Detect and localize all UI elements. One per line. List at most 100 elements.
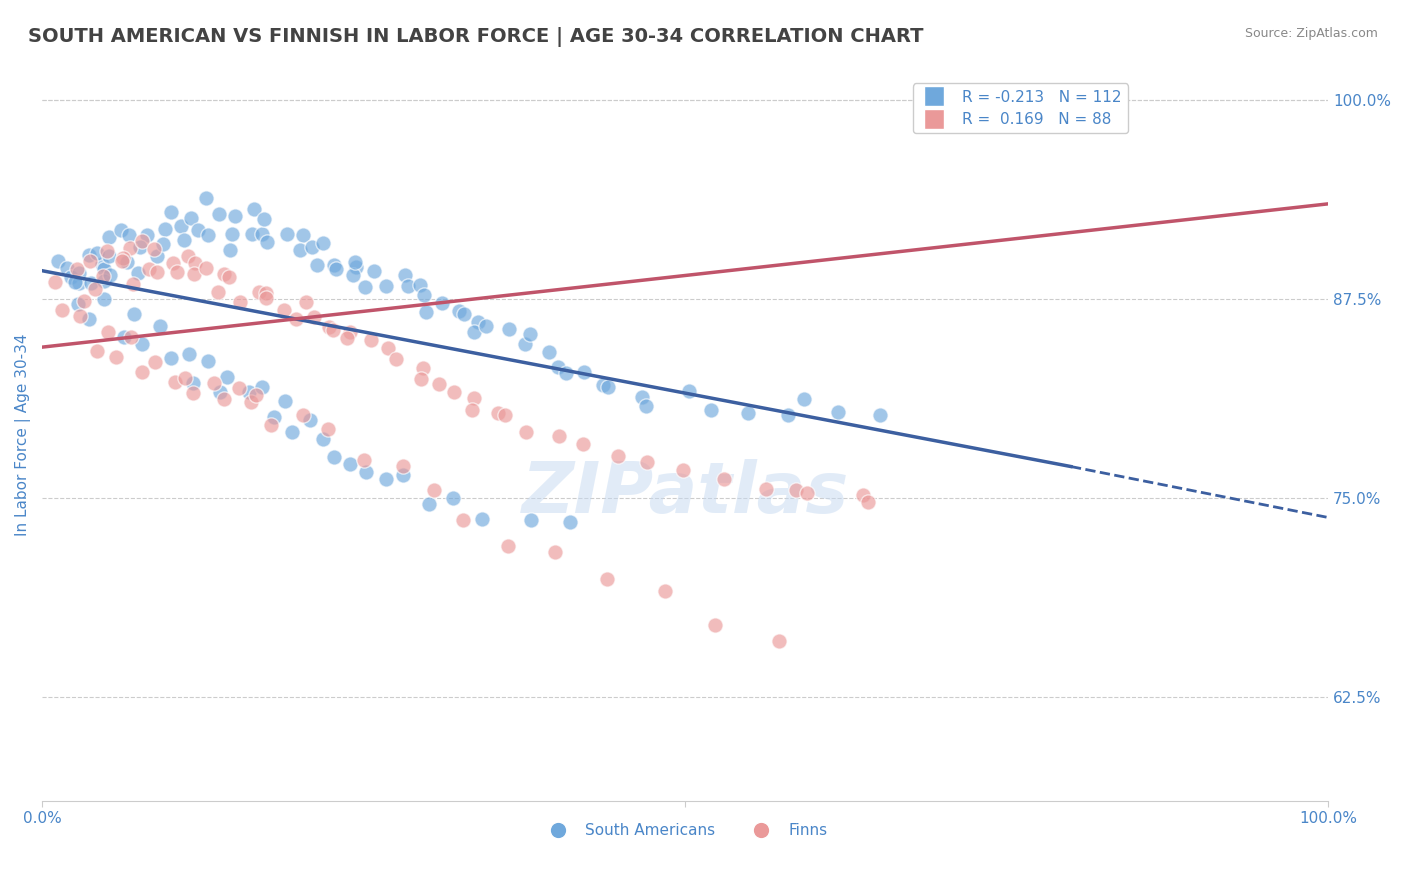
Point	[519, 513, 541, 527]
Point	[713, 472, 735, 486]
Point	[274, 394, 297, 409]
Point	[79, 254, 101, 268]
Point	[46, 253, 69, 268]
Point	[69, 309, 91, 323]
Point	[606, 449, 628, 463]
Point	[344, 260, 367, 275]
Point	[737, 406, 759, 420]
Point	[513, 336, 536, 351]
Point	[79, 312, 101, 326]
Point	[412, 360, 434, 375]
Point	[228, 382, 250, 396]
Point	[704, 618, 727, 632]
Point	[555, 366, 578, 380]
Point	[755, 483, 778, 497]
Point	[90, 257, 112, 271]
Point	[122, 307, 145, 321]
Point	[353, 453, 375, 467]
Point	[634, 400, 657, 414]
Point	[129, 239, 152, 253]
Point	[80, 276, 103, 290]
Point	[218, 269, 240, 284]
Point	[409, 372, 432, 386]
Point	[700, 403, 723, 417]
Point	[229, 295, 252, 310]
Point	[354, 465, 377, 479]
Point	[572, 365, 595, 379]
Point	[544, 545, 567, 559]
Point	[496, 540, 519, 554]
Point	[423, 483, 446, 497]
Point	[322, 323, 344, 337]
Point	[292, 227, 315, 242]
Point	[592, 377, 614, 392]
Point	[56, 261, 79, 276]
Point	[596, 572, 619, 586]
Point	[177, 347, 200, 361]
Point	[295, 294, 318, 309]
Point	[111, 251, 134, 265]
Point	[394, 268, 416, 282]
Text: ZIPatlas: ZIPatlas	[522, 458, 849, 528]
Point	[292, 408, 315, 422]
Point	[475, 319, 498, 334]
Point	[301, 240, 323, 254]
Point	[212, 267, 235, 281]
Point	[636, 455, 658, 469]
Point	[142, 242, 165, 256]
Point	[212, 392, 235, 406]
Point	[112, 329, 135, 343]
Point	[209, 385, 232, 400]
Point	[785, 483, 807, 498]
Point	[135, 228, 157, 243]
Point	[322, 450, 344, 465]
Point	[98, 230, 121, 244]
Point	[463, 325, 485, 339]
Point	[111, 254, 134, 268]
Point	[342, 268, 364, 282]
Point	[98, 249, 121, 263]
Point	[547, 360, 569, 375]
Point	[678, 384, 700, 398]
Point	[44, 275, 66, 289]
Point	[374, 279, 396, 293]
Point	[254, 286, 277, 301]
Text: Source: ZipAtlas.com: Source: ZipAtlas.com	[1244, 27, 1378, 40]
Point	[252, 211, 274, 226]
Point	[218, 243, 240, 257]
Point	[441, 491, 464, 506]
Point	[155, 221, 177, 235]
Point	[852, 488, 875, 502]
Point	[263, 409, 285, 424]
Point	[122, 277, 145, 292]
Point	[173, 233, 195, 247]
Point	[86, 245, 108, 260]
Point	[318, 319, 340, 334]
Y-axis label: In Labor Force | Age 30-34: In Labor Force | Age 30-34	[15, 334, 31, 536]
Point	[307, 258, 329, 272]
Point	[181, 376, 204, 391]
Point	[384, 352, 406, 367]
Point	[281, 425, 304, 439]
Point	[377, 341, 399, 355]
Point	[138, 261, 160, 276]
Point	[69, 276, 91, 290]
Point	[83, 282, 105, 296]
Point	[66, 262, 89, 277]
Point	[298, 413, 321, 427]
Point	[197, 228, 219, 243]
Point	[432, 296, 454, 310]
Point	[418, 497, 440, 511]
Point	[131, 235, 153, 249]
Point	[145, 249, 167, 263]
Point	[827, 405, 849, 419]
Point	[197, 353, 219, 368]
Point	[467, 315, 489, 329]
Point	[672, 463, 695, 477]
Point	[343, 255, 366, 269]
Point	[110, 223, 132, 237]
Point	[453, 513, 475, 527]
Point	[69, 266, 91, 280]
Point	[339, 458, 361, 472]
Point	[247, 285, 270, 300]
